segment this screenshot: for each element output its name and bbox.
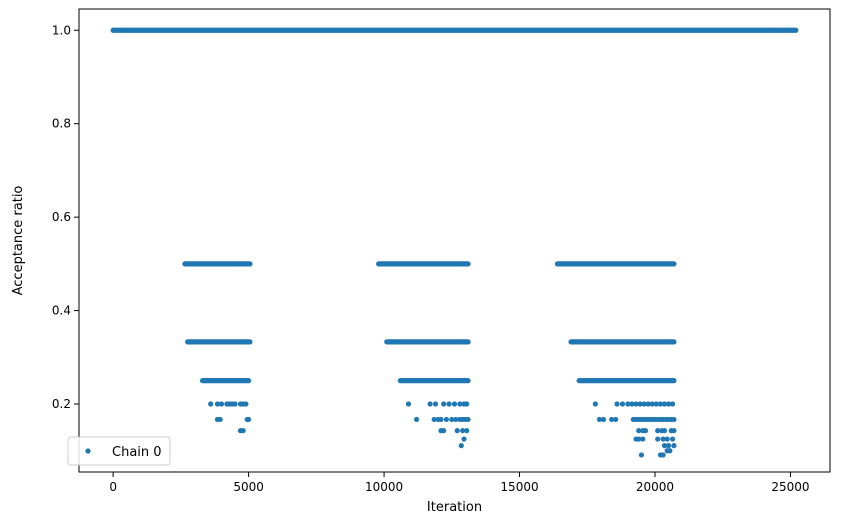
data-point — [243, 401, 249, 407]
data-point — [232, 401, 238, 407]
x-tick-label: 25000 — [771, 480, 809, 494]
data-point — [413, 416, 420, 423]
data-point — [638, 452, 645, 458]
data-point — [640, 436, 646, 442]
data-point — [609, 416, 615, 423]
data-point — [600, 416, 607, 423]
data-point — [465, 416, 471, 423]
data-point — [592, 401, 598, 407]
legend: Chain 0 — [67, 436, 171, 466]
y-tick-label: 0.4 — [52, 304, 71, 318]
data-point — [214, 401, 221, 407]
legend-marker — [85, 448, 91, 454]
data-point — [669, 401, 676, 407]
y-tick-label: 0.8 — [52, 117, 71, 131]
data-point — [405, 401, 412, 407]
data-point — [664, 436, 670, 442]
data-point — [453, 416, 459, 423]
x-axis-label: Iteration — [427, 500, 482, 515]
data-point — [671, 416, 677, 423]
data-point — [629, 401, 635, 407]
data-point — [443, 416, 449, 423]
legend-label-chain-0: Chain 0 — [112, 445, 162, 460]
x-tick-label: 15000 — [500, 480, 538, 494]
data-point — [636, 428, 642, 434]
data-point — [240, 428, 246, 434]
data-point — [637, 401, 643, 407]
data-point — [619, 401, 626, 407]
data-point — [446, 401, 452, 407]
data-point — [655, 436, 661, 442]
legend-frame — [67, 436, 171, 466]
data-point — [657, 401, 664, 407]
data-point — [653, 401, 659, 407]
y-tick-label: 0.2 — [52, 397, 71, 411]
data-point — [661, 428, 668, 434]
data-point — [655, 428, 661, 434]
data-point — [451, 401, 458, 407]
data-point — [660, 452, 666, 458]
data-point — [454, 428, 460, 434]
data-point — [641, 401, 647, 407]
data-point — [218, 401, 225, 407]
data-point — [669, 436, 676, 442]
data-point — [665, 401, 672, 407]
data-point — [614, 401, 620, 407]
data-point — [642, 428, 649, 434]
x-tick-label: 5000 — [233, 480, 264, 494]
y-axis-ticks: 0.2 0.4 0.6 0.8 1.0 — [52, 23, 79, 411]
x-tick-label: 20000 — [636, 480, 674, 494]
y-tick-label: 1.0 — [52, 23, 71, 37]
data-point — [645, 401, 651, 407]
data-point — [208, 401, 214, 407]
x-tick-label: 0 — [109, 480, 117, 494]
data-point — [441, 428, 447, 434]
data-point — [596, 416, 603, 423]
x-tick-label: 10000 — [365, 480, 403, 494]
y-tick-label: 0.6 — [52, 210, 71, 224]
data-point — [671, 443, 677, 449]
data-point — [431, 416, 437, 423]
data-point — [458, 443, 464, 449]
data-point — [432, 401, 439, 407]
chart-marks-group — [110, 27, 799, 458]
y-axis-label: Acceptance ratio — [11, 186, 26, 296]
data-point — [667, 448, 673, 454]
plot-area-frame — [78, 8, 831, 473]
data-point — [245, 416, 252, 423]
data-point — [636, 436, 642, 442]
data-point — [613, 416, 619, 423]
data-point — [217, 416, 223, 423]
data-point — [464, 428, 470, 434]
data-point — [649, 401, 655, 407]
data-point — [449, 416, 455, 423]
data-point — [457, 401, 463, 407]
data-point — [625, 401, 631, 407]
data-point — [464, 401, 470, 407]
data-point — [665, 443, 672, 449]
data-point — [441, 401, 447, 407]
data-point — [661, 443, 668, 449]
data-point — [660, 436, 666, 442]
data-point — [460, 428, 466, 434]
x-axis-ticks: 0 5000 10000 15000 20000 25000 — [109, 472, 810, 494]
data-point — [671, 428, 677, 434]
data-point — [461, 436, 467, 442]
data-point — [438, 416, 444, 423]
data-point — [427, 401, 433, 407]
data-point — [633, 401, 639, 407]
data-point — [661, 401, 668, 407]
